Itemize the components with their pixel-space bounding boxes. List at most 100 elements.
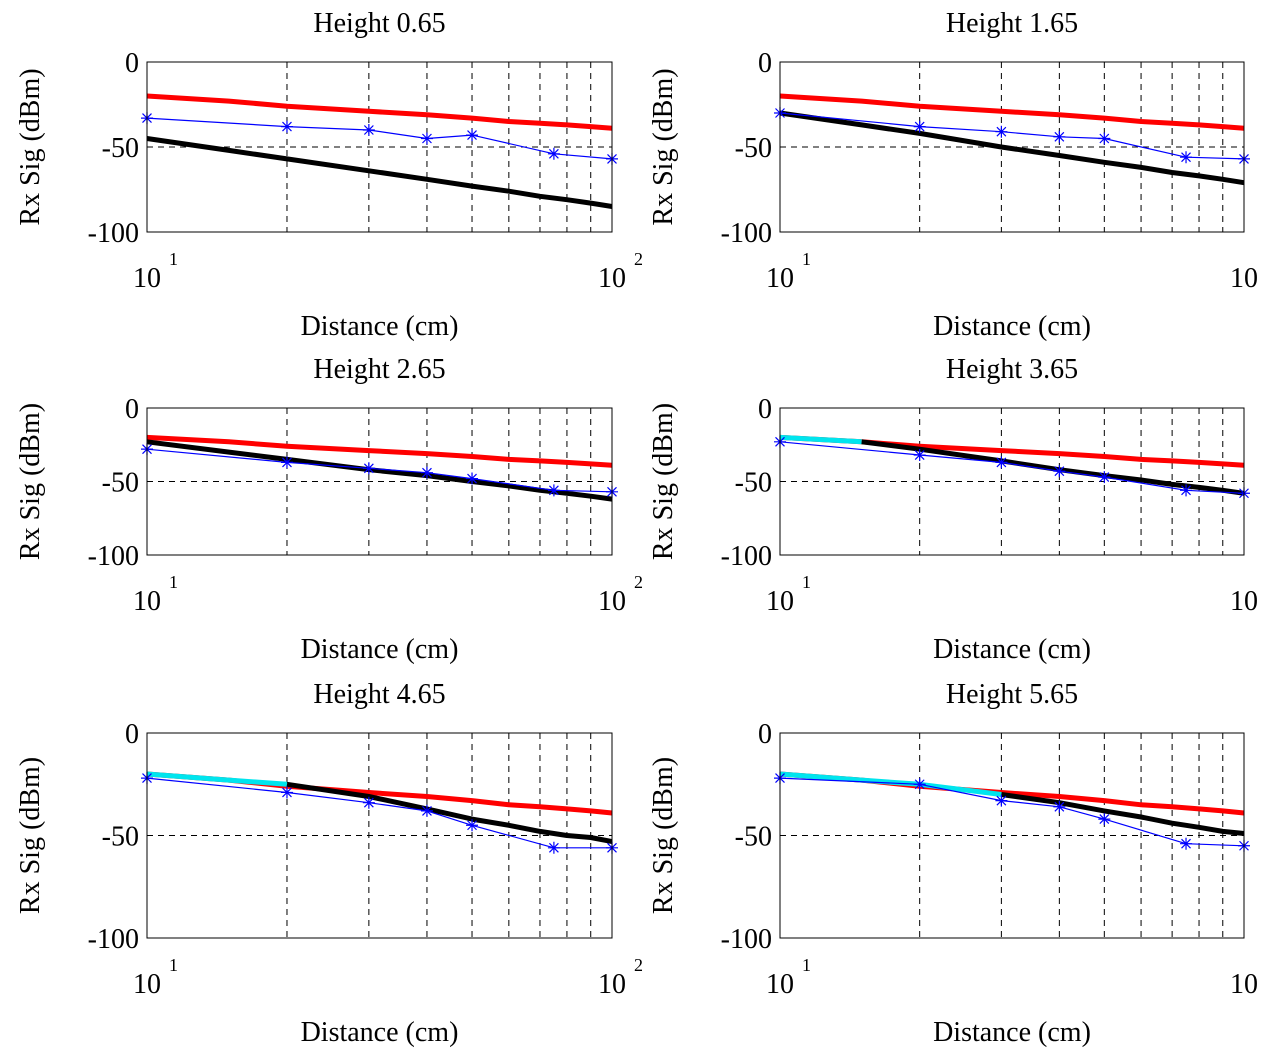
chart-title: Height 4.65 [313, 679, 445, 710]
plot-frame [146, 732, 613, 939]
y-tick-label: -100 [721, 924, 772, 955]
data-point [1180, 151, 1193, 164]
data-point [1098, 813, 1111, 826]
x-axis-label: Distance (cm) [301, 634, 459, 665]
data-point [420, 804, 433, 817]
data-point [995, 456, 1008, 469]
plot-frame [779, 732, 1245, 939]
x-axis-label: Distance (cm) [933, 311, 1091, 342]
plot-frame [146, 407, 613, 556]
y-tick-label: -50 [735, 468, 772, 499]
chart-title: Height 1.65 [946, 8, 1078, 39]
x-tick-label: 10 [598, 586, 626, 617]
series-line [779, 110, 1245, 186]
y-tick-label: -50 [102, 133, 139, 164]
chart-title: Height 3.65 [946, 354, 1078, 385]
y-tick-label: -100 [721, 218, 772, 249]
data-point [1053, 800, 1066, 813]
data-point [280, 120, 293, 133]
plot-frame [779, 407, 1245, 556]
x-tick-label: 10 [1230, 263, 1258, 294]
x-tick-exponent: 1 [169, 249, 178, 269]
x-tick-exponent: 2 [634, 249, 643, 269]
x-tick-label: 10 [766, 586, 794, 617]
chart-title: Height 0.65 [313, 8, 445, 39]
x-tick-exponent: 1 [169, 955, 178, 975]
data-point [362, 796, 375, 809]
y-tick-label: -100 [88, 541, 139, 572]
data-point [362, 124, 375, 136]
y-axis-label: Rx Sig (dBm) [648, 403, 679, 560]
data-point [995, 794, 1008, 807]
x-tick-label: 10 [1230, 586, 1258, 617]
chart-title: Height 2.65 [313, 354, 445, 385]
y-axis-label: Rx Sig (dBm) [15, 757, 46, 914]
data-point [1053, 465, 1066, 478]
data-point [420, 132, 433, 145]
x-tick-exponent: 1 [802, 249, 811, 269]
y-tick-label: 0 [125, 48, 139, 79]
y-tick-label: -50 [735, 822, 772, 853]
series-line [286, 781, 613, 845]
data-point [1098, 132, 1111, 145]
data-point [1098, 471, 1111, 484]
data-point [913, 120, 926, 133]
series-line [861, 439, 1245, 496]
y-axis-label: Rx Sig (dBm) [15, 403, 46, 560]
series-line [146, 771, 288, 787]
x-tick-label: 10 [598, 263, 626, 294]
data-point [420, 466, 433, 479]
x-tick-label: 10 [133, 969, 161, 1000]
data-point [913, 778, 926, 791]
series-line [779, 771, 1002, 797]
y-axis-label: Rx Sig (dBm) [648, 757, 679, 914]
x-axis-label: Distance (cm) [301, 1017, 459, 1048]
data-point [362, 462, 375, 475]
y-axis-label: Rx Sig (dBm) [648, 68, 679, 225]
series-line [146, 434, 613, 468]
data-point [466, 819, 479, 832]
x-tick-exponent: 1 [169, 572, 178, 592]
x-tick-label: 10 [766, 969, 794, 1000]
y-tick-label: 0 [758, 394, 772, 425]
x-tick-label: 10 [133, 586, 161, 617]
plot-frame [146, 61, 613, 233]
data-point [1053, 130, 1066, 143]
data-point [995, 125, 1008, 138]
y-tick-label: -100 [88, 924, 139, 955]
series-line [779, 93, 1245, 131]
x-tick-exponent: 2 [634, 572, 643, 592]
x-axis-label: Distance (cm) [933, 634, 1091, 665]
y-tick-label: -50 [102, 468, 139, 499]
y-tick-label: 0 [125, 719, 139, 750]
series-line [146, 136, 613, 209]
x-tick-exponent: 2 [634, 955, 643, 975]
y-tick-label: -50 [102, 822, 139, 853]
y-tick-label: -100 [88, 218, 139, 249]
x-tick-exponent: 1 [802, 572, 811, 592]
x-tick-label: 10 [598, 969, 626, 1000]
y-tick-label: 0 [758, 719, 772, 750]
data-point [466, 129, 479, 142]
y-tick-label: -100 [721, 541, 772, 572]
x-tick-label: 10 [766, 263, 794, 294]
data-point [547, 147, 560, 160]
data-point [1180, 484, 1193, 497]
data-point [280, 786, 293, 799]
y-tick-label: 0 [125, 394, 139, 425]
x-tick-label: 10 [133, 263, 161, 294]
data-point [547, 841, 560, 854]
series-line [146, 93, 613, 131]
x-tick-label: 10 [1230, 969, 1258, 1000]
data-point [1180, 837, 1193, 850]
y-tick-label: 0 [758, 48, 772, 79]
x-axis-label: Distance (cm) [933, 1017, 1091, 1048]
chart-title: Height 5.65 [946, 679, 1078, 710]
data-point [280, 456, 293, 469]
series-line [779, 434, 862, 445]
x-tick-exponent: 1 [802, 955, 811, 975]
data-point [466, 472, 479, 485]
x-axis-label: Distance (cm) [301, 311, 459, 342]
